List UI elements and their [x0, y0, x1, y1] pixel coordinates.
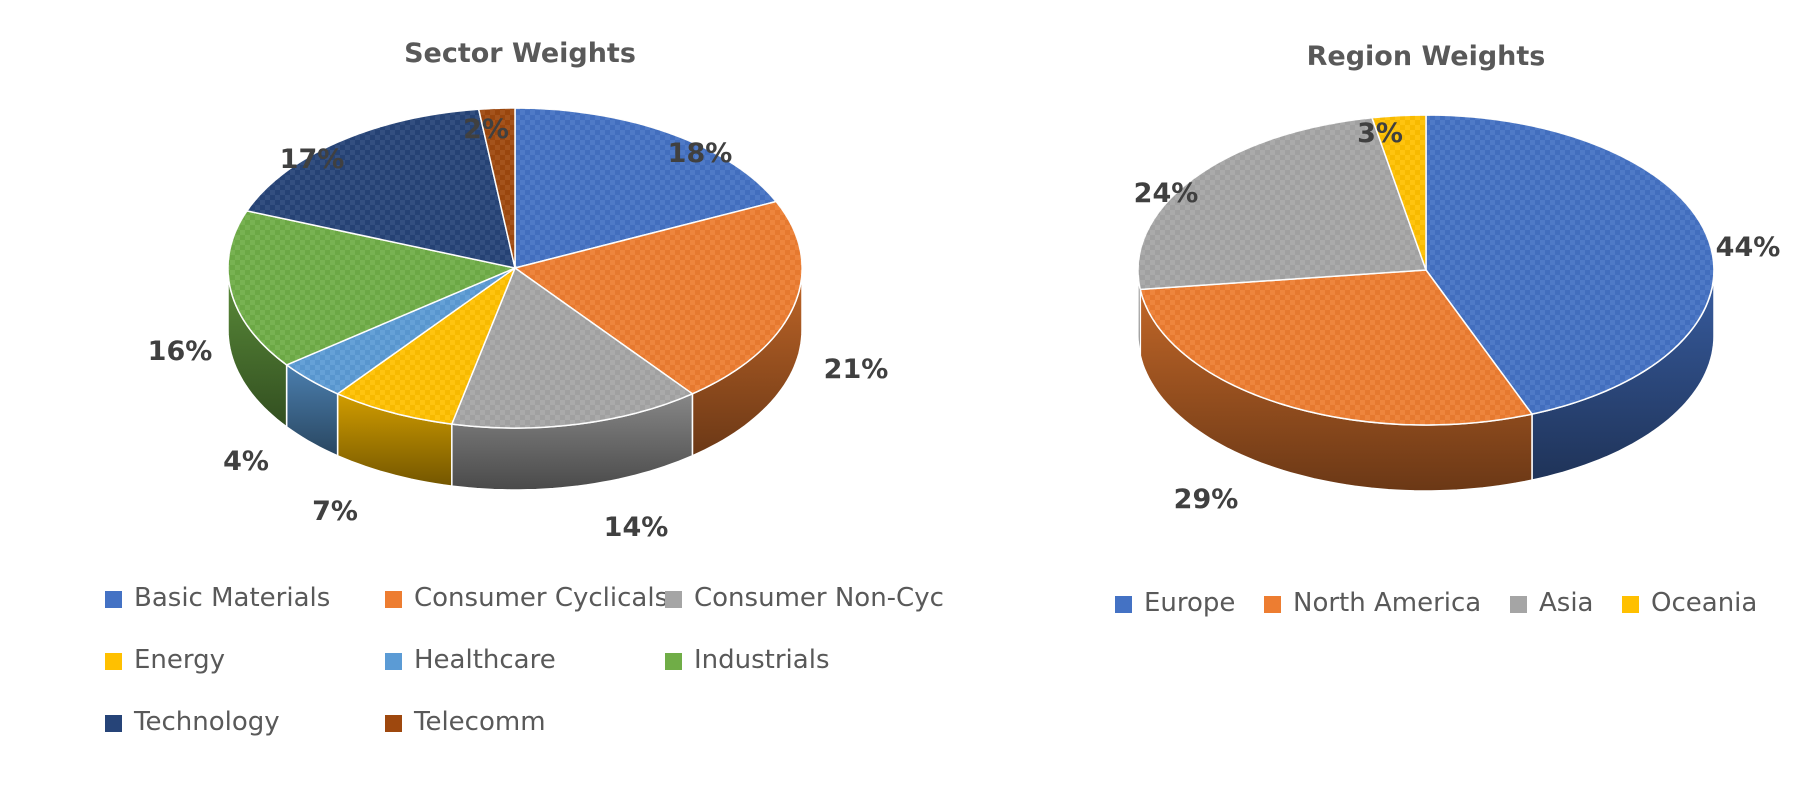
legend-item-north-america: North America [1264, 588, 1481, 618]
legend-swatch [1115, 596, 1132, 613]
slice-telecomm [477, 107, 516, 269]
legend-item-asia: Asia [1510, 588, 1594, 618]
region-pie-tops [1137, 114, 1715, 426]
legend-label: Consumer Non-Cyc [694, 583, 944, 613]
sector-legend: Basic Materials Consumer Cyclicals Consume… [105, 583, 944, 737]
slice-north-america [1139, 269, 1534, 426]
data-label-asia: 24% [1134, 178, 1199, 209]
legend-item-telecomm: Telecomm [385, 707, 546, 737]
legend-label: Basic Materials [134, 583, 330, 613]
legend-item-energy: Energy [105, 645, 225, 675]
sector-weights-chart: Sector Weights 18% 21% 14% 7% 4% 16% 17%… [105, 38, 944, 737]
legend-swatch [105, 653, 122, 670]
region-legend: Europe North America Asia Oceania [1115, 588, 1757, 618]
region-weights-chart: Region Weights 44% 29% 24% 3% Europe Nort… [1115, 41, 1780, 618]
slice-asia [1137, 116, 1428, 291]
legend-label: Telecomm [413, 707, 546, 737]
slice-basic-materials [514, 107, 778, 269]
data-label-telecomm: 2% [463, 114, 509, 145]
legend-item-healthcare: Healthcare [385, 645, 556, 675]
data-label-basic-materials: 18% [668, 138, 733, 169]
legend-label: Industrials [694, 645, 829, 675]
legend-item-basic-materials: Basic Materials [105, 583, 330, 613]
legend-swatch [105, 591, 122, 608]
region-data-labels: 44% 29% 24% 3% [1134, 118, 1781, 515]
data-label-north-america: 29% [1174, 484, 1239, 515]
slice-energy [336, 265, 517, 425]
data-label-technology: 17% [280, 144, 345, 175]
legend-label: Consumer Cyclicals [414, 583, 668, 613]
legend-item-europe: Europe [1115, 588, 1235, 618]
legend-swatch [385, 715, 402, 732]
data-label-consumer-cyclicals: 21% [824, 354, 889, 385]
legend-label: Asia [1539, 588, 1594, 618]
data-label-consumer-non-cyc: 14% [604, 512, 669, 543]
data-label-energy: 7% [312, 496, 358, 527]
slice-consumer-non-cyc [450, 266, 694, 429]
legend-swatch [105, 715, 122, 732]
legend-label: Energy [134, 645, 225, 675]
legend-item-consumer-non-cyc: Consumer Non-Cyc [665, 583, 944, 613]
region-chart-title: Region Weights [1307, 41, 1546, 72]
legend-item-oceania: Oceania [1622, 588, 1757, 618]
slice-oceania [1370, 114, 1427, 271]
legend-swatch [1510, 596, 1527, 613]
legend-label: Technology [133, 707, 280, 737]
legend-label: Healthcare [414, 645, 556, 675]
legend-swatch [385, 653, 402, 670]
slice-consumer-cyclicals [513, 200, 803, 395]
legend-item-consumer-cyclicals: Consumer Cyclicals [385, 583, 668, 613]
legend-item-technology: Technology [105, 707, 280, 737]
legend-swatch [665, 591, 682, 608]
data-label-industrials: 16% [148, 336, 213, 367]
legend-label: Europe [1144, 588, 1235, 618]
legend-swatch [385, 591, 402, 608]
legend-label: Oceania [1651, 588, 1757, 618]
sector-chart-title: Sector Weights [404, 38, 636, 69]
slice-europe [1425, 114, 1715, 415]
slice-technology [245, 108, 516, 269]
slice-industrials [227, 210, 518, 366]
data-label-healthcare: 4% [223, 446, 269, 477]
legend-swatch [1622, 596, 1639, 613]
legend-swatch [1264, 596, 1281, 613]
data-label-europe: 44% [1716, 232, 1781, 263]
sector-data-labels: 18% 21% 14% 7% 4% 16% 17% 2% [148, 114, 889, 543]
data-label-oceania: 3% [1357, 118, 1403, 149]
legend-label: North America [1293, 588, 1481, 618]
legend-swatch [665, 653, 682, 670]
sector-pie-tops [227, 107, 803, 429]
legend-item-industrials: Industrials [665, 645, 829, 675]
